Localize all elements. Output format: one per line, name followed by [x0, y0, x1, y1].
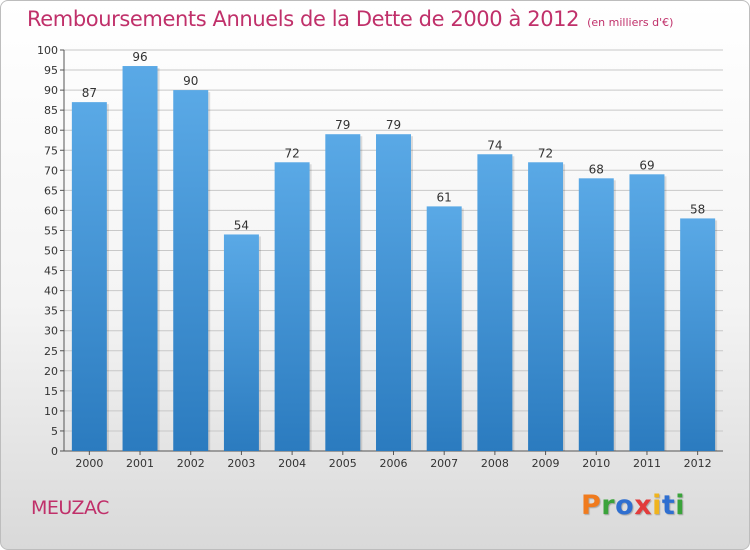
bar-value-label: 69: [639, 158, 654, 172]
bar: [578, 178, 614, 451]
x-tick-label: 2001: [126, 457, 154, 470]
bar: [477, 154, 513, 451]
x-tick-label: 2002: [177, 457, 205, 470]
chart-title: Remboursements Annuels de la Dette de 20…: [27, 7, 673, 31]
logo-letter: r: [601, 490, 616, 521]
y-tick-label: 65: [44, 184, 58, 197]
y-tick-label: 15: [44, 385, 58, 398]
chart-labels: 87 2000 96 2001 90 2002 54 2003 72 2004 79 2005 79 20…: [75, 50, 711, 470]
bar-value-label: 68: [589, 162, 604, 176]
bar: [376, 134, 411, 451]
bar: [325, 134, 361, 451]
y-tick-label: 5: [51, 425, 58, 438]
logo-letter: i: [675, 490, 686, 521]
bar-value-label: 72: [538, 146, 553, 160]
x-tick-label: 2009: [532, 457, 560, 470]
y-tick-label: 25: [44, 345, 58, 358]
y-tick-label: 80: [44, 124, 58, 137]
x-tick-label: 2007: [430, 457, 458, 470]
y-tick-label: 50: [44, 245, 58, 258]
bar-value-label: 79: [335, 118, 350, 132]
x-tick-label: 2008: [481, 457, 509, 470]
x-tick-label: 2006: [380, 457, 408, 470]
bar-value-label: 90: [183, 74, 198, 88]
y-tick-label: 35: [44, 305, 58, 318]
bar-value-label: 61: [437, 190, 452, 204]
logo-letter: x: [634, 490, 653, 521]
logo-letter: i: [652, 490, 662, 521]
y-tick-label: 20: [44, 365, 58, 378]
logo-letter: o: [615, 490, 635, 521]
x-tick-label: 2004: [278, 457, 306, 470]
x-tick-label: 2011: [633, 457, 661, 470]
bar-value-label: 79: [386, 118, 401, 132]
x-tick-label: 2005: [329, 457, 357, 470]
chart-bars: [71, 66, 718, 451]
bar: [528, 162, 564, 451]
y-tick-label: 85: [44, 104, 58, 117]
chart-unit-label: (en milliers d'€): [587, 16, 674, 29]
bar-value-label: 58: [690, 202, 705, 216]
y-tick-label: 10: [44, 405, 58, 418]
x-tick-label: 2003: [227, 457, 255, 470]
bar: [426, 206, 462, 451]
y-tick-label: 45: [44, 265, 58, 278]
logo-letter: P: [581, 490, 602, 521]
proxiti-logo: Proxiti: [581, 490, 685, 521]
x-tick-label: 2000: [75, 457, 103, 470]
chart-title-text: Remboursements Annuels de la Dette de 20…: [27, 7, 580, 31]
bar: [223, 234, 259, 451]
bar: [274, 162, 310, 451]
x-tick-label: 2012: [684, 457, 712, 470]
bar: [122, 66, 158, 451]
y-tick-label: 75: [44, 144, 58, 157]
bar: [680, 218, 716, 451]
y-tick-label: 55: [44, 224, 58, 237]
y-tick-label: 60: [44, 204, 58, 217]
bar-value-label: 54: [234, 218, 249, 232]
y-tick-label: 40: [44, 285, 58, 298]
town-name: MEUZAC: [31, 497, 109, 519]
y-tick-label: 70: [44, 164, 58, 177]
bar: [629, 174, 665, 451]
y-tick-label: 0: [51, 445, 58, 458]
y-tick-label: 30: [44, 325, 58, 338]
y-tick-label: 100: [37, 44, 58, 57]
y-tick-label: 95: [44, 64, 58, 77]
bar: [71, 102, 107, 451]
bar-value-label: 72: [284, 146, 299, 160]
bar-value-label: 96: [132, 50, 147, 64]
x-tick-label: 2010: [582, 457, 610, 470]
bar-value-label: 87: [82, 86, 97, 100]
logo-letter: t: [661, 490, 676, 521]
y-tick-label: 90: [44, 84, 58, 97]
bar-value-label: 74: [487, 138, 502, 152]
bar: [173, 90, 209, 451]
